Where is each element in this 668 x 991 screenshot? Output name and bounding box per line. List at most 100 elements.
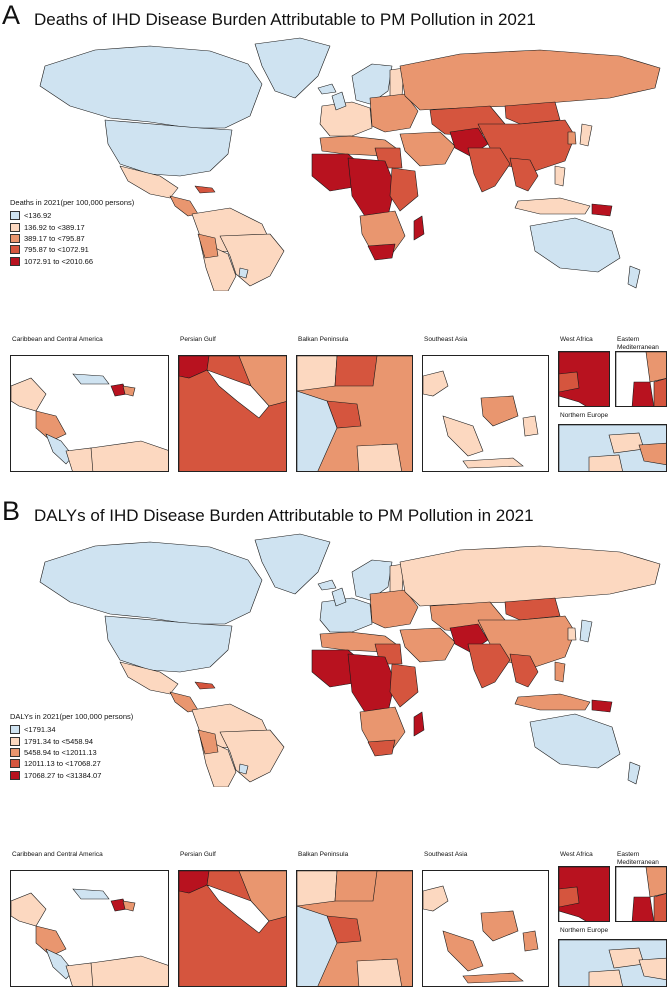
inset-label-southeast-asia: Southeast Asia [424, 336, 468, 343]
inset-region [462, 972, 524, 984]
legend-item: 136.92 to <389.17 [10, 221, 134, 232]
inset-southeast-asia [422, 870, 549, 987]
region-mexico [119, 165, 179, 199]
region-southeast-asia [509, 653, 539, 688]
inset-region [631, 896, 654, 921]
inset-region [179, 356, 210, 379]
region-philippines [554, 661, 566, 683]
map-title: Deaths of IHD Disease Burden Attributabl… [34, 10, 536, 29]
inset-caribbean [10, 870, 169, 987]
inset-region [423, 370, 449, 397]
region-india [467, 147, 511, 193]
inset-region [559, 395, 587, 406]
region-australia [529, 217, 621, 273]
region-russia [399, 545, 661, 607]
legend-label: 1791.34 to <5458.94 [24, 736, 94, 746]
inset-region [608, 432, 645, 454]
inset-region [559, 910, 587, 921]
inset-region [122, 385, 136, 397]
inset-region [442, 930, 484, 972]
inset-region [462, 457, 524, 469]
legend-label: <136.92 [24, 211, 52, 221]
region-new-zealand [627, 265, 641, 289]
inset-region [653, 893, 666, 921]
inset-region [559, 886, 580, 908]
legend-label: 12011.13 to <17068.27 [24, 759, 101, 769]
legend-label: 5458.94 to <12011.13 [24, 747, 97, 757]
inset-label-balkan: Balkan Peninsula [298, 336, 349, 343]
region-south-africa [367, 243, 396, 261]
inset-region [35, 410, 67, 442]
inset-region [334, 871, 378, 902]
inset-balkan [296, 870, 413, 987]
region-scandinavia [351, 559, 393, 601]
inset-region [522, 930, 539, 952]
inset-region [297, 390, 338, 471]
inset-region [356, 958, 402, 986]
legend-item: <136.92 [10, 210, 134, 221]
inset-northern-europe [558, 939, 667, 987]
inset-persian-gulf [178, 355, 287, 472]
inset-region [480, 395, 519, 427]
region-greenland [254, 37, 331, 99]
region-usa [104, 119, 233, 177]
region-mongolia [504, 101, 561, 125]
legend-swatch [10, 736, 20, 746]
inset-caribbean [10, 355, 169, 472]
world-map [39, 533, 661, 787]
inset-label-northern-europe: Northern Europe [560, 412, 609, 419]
inset-balkan [296, 355, 413, 472]
region-brazil [219, 233, 285, 287]
inset-label-persian-gulf: Persian Gulf [180, 851, 216, 858]
inset-region [297, 356, 338, 392]
inset-region [206, 884, 270, 934]
inset-region [442, 415, 484, 457]
legend-label: 17068.27 to <31384.07 [24, 770, 102, 780]
inset-label-west-africa: West Africa [560, 336, 593, 343]
region-indonesia [514, 197, 591, 215]
region-russia [399, 49, 661, 111]
world-map [39, 37, 661, 291]
inset-region [653, 378, 666, 406]
legend-swatch [10, 256, 20, 266]
inset-region [608, 947, 645, 969]
inset-region [638, 442, 666, 465]
panel-a: A Deaths of IHD Disease Burden Attributa… [2, 2, 667, 472]
region-madagascar [413, 711, 425, 737]
region-caribbean [194, 185, 216, 194]
legend: DALYs in 2021(per 100,000 persons) <1791… [10, 712, 133, 781]
region-india [467, 643, 511, 689]
inset-region [11, 892, 47, 927]
region-peru [197, 729, 219, 755]
inset-region [90, 955, 168, 986]
region-korea [567, 627, 577, 641]
region-usa [104, 615, 233, 673]
inset-west-africa [558, 351, 610, 407]
inset-region [423, 885, 449, 912]
legend-item: 17068.27 to <31384.07 [10, 770, 133, 781]
region-uruguay [238, 763, 249, 775]
legend-swatch [10, 211, 20, 221]
inset-region [297, 905, 338, 986]
region-central-america [169, 691, 199, 713]
legend-swatch [10, 233, 20, 243]
region-caribbean [194, 681, 216, 690]
inset-region [35, 925, 67, 957]
legend-swatch [10, 725, 20, 735]
inset-eastern-med [615, 351, 667, 407]
inset-region [559, 371, 580, 393]
region-new-zealand [627, 761, 641, 785]
inset-label-persian-gulf: Persian Gulf [180, 336, 216, 343]
region-madagascar [413, 215, 425, 241]
inset-region [588, 969, 623, 986]
region-japan [579, 123, 593, 147]
legend-item: 1791.34 to <5458.94 [10, 735, 133, 746]
region-greenland [254, 533, 331, 595]
inset-northern-europe [558, 424, 667, 472]
inset-region [179, 871, 210, 894]
inset-region [65, 447, 94, 471]
region-scandinavia [351, 63, 393, 105]
inset-region [334, 356, 378, 387]
inset-region [11, 377, 47, 412]
region-canada [39, 541, 263, 625]
